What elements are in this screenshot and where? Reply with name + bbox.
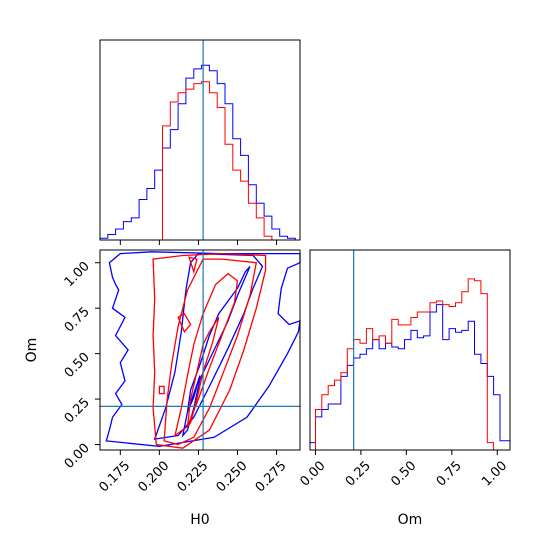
om-y-tick-label: 0.75 [62,304,93,335]
x-axis-label-om: Om [398,512,423,528]
om-x-tick-label: 0.00 [297,458,328,489]
om-y-tick-label: 0.50 [62,350,93,381]
blue-contour [186,375,201,413]
om-x-tick-label: 0.25 [343,458,374,489]
red-contour [177,312,192,334]
x-axis-label-h0: H0 [190,512,209,528]
om-y-tick-label: 1.00 [62,259,93,290]
om-y-tick-label: 0.00 [62,441,93,472]
h0-histogram-blue [100,64,300,241]
red-contour [186,316,220,429]
joint-contour-frame [99,249,301,451]
om-x-tick-label: 1.00 [479,458,510,489]
y-axis-label-om: Om [24,338,40,363]
h0-histogram-frame [99,39,301,241]
h0-tick-label: 0.200 [135,458,172,495]
h0-tick-label: 0.250 [214,458,251,495]
red-contour [158,385,165,395]
red-contour [188,256,198,275]
h0-tick-label: 0.275 [253,458,290,495]
blue-contour [105,251,301,448]
om-histogram-blue [310,304,510,444]
red-contour [163,258,258,446]
h0-tick-label: 0.175 [96,458,133,495]
om-x-tick-label: 0.75 [434,458,465,489]
red-contour [173,272,239,438]
blue-contour [153,252,264,440]
om-x-tick-label: 0.50 [388,458,419,489]
om-histogram-red [310,278,510,451]
om-histogram-frame [309,249,511,451]
om-y-tick-label: 0.25 [62,395,93,426]
h0-tick-label: 0.225 [175,458,212,495]
om-histogram-panel: 0.00 0.25 0.50 0.75 1.00 [297,249,511,490]
joint-contour-panel: 0.175 0.200 0.225 0.250 0.275 0.00 0.25 0.50 0.7… [62,249,301,495]
h0-histogram-panel [99,39,301,245]
red-contour [152,252,267,449]
